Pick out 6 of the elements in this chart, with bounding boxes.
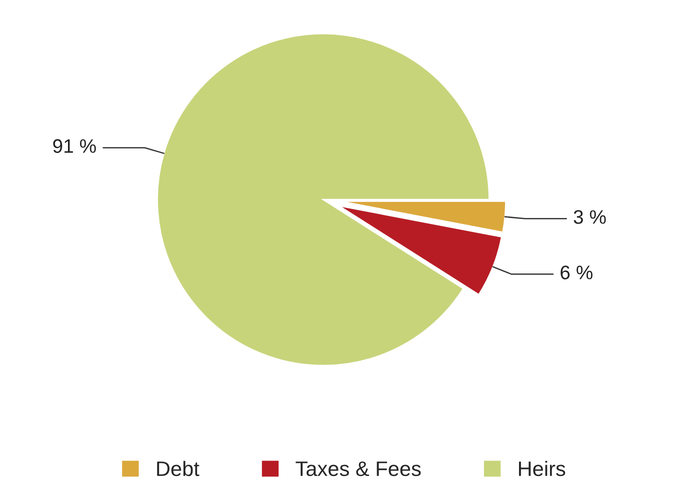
legend-label: Heirs (519, 460, 566, 476)
legend-label: Debt (157, 460, 200, 476)
legend-label: Taxes & Fees (296, 462, 421, 476)
data-label: 91 % (53, 139, 96, 153)
data-label: 3 % (574, 210, 606, 224)
data-label: 6 % (560, 266, 592, 280)
